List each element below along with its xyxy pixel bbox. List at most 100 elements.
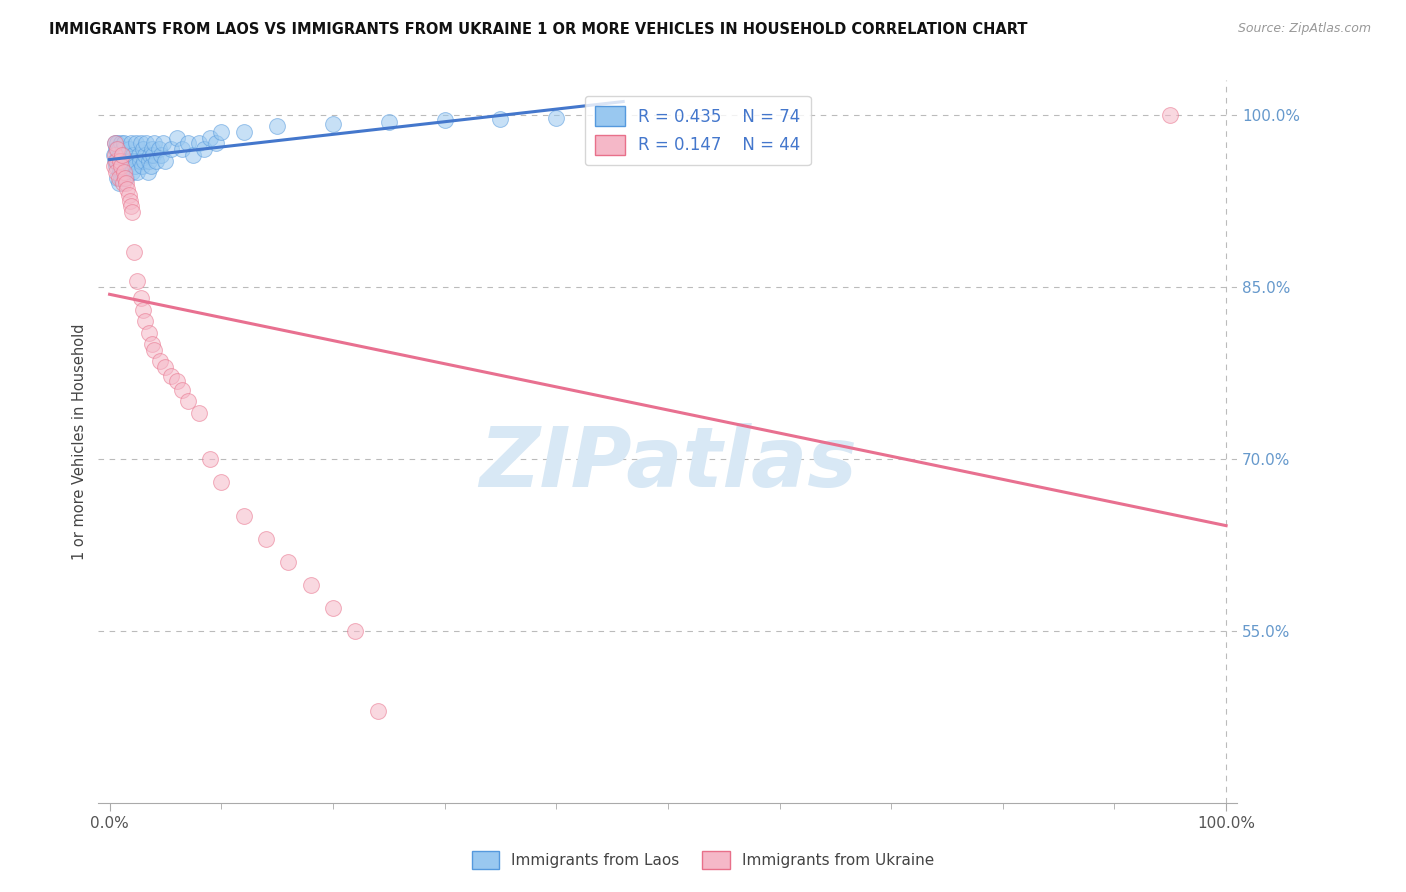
Point [104,136,127,151]
Point [134,148,156,162]
Point [187,136,209,151]
Point [322,600,344,615]
Point [114,148,136,162]
Point [166,374,188,388]
Point [141,142,163,156]
Point [107,177,129,191]
Point [111,148,134,162]
Point [115,153,138,168]
Point [105,142,128,156]
Point [112,165,135,179]
Point [127,165,149,179]
Point [120,136,142,151]
Point [115,170,138,185]
Point [546,111,568,125]
Text: IMMIGRANTS FROM LAOS VS IMMIGRANTS FROM UKRAINE 1 OR MORE VEHICLES IN HOUSEHOLD : IMMIGRANTS FROM LAOS VS IMMIGRANTS FROM … [49,22,1028,37]
Point [122,148,145,162]
Point [105,165,128,179]
Point [209,125,232,139]
Point [145,153,167,168]
Point [108,148,131,162]
Point [110,153,132,168]
Point [135,136,157,151]
Point [125,136,148,151]
Point [118,153,141,168]
Point [118,194,141,208]
Point [124,159,146,173]
Point [134,153,156,168]
Point [138,153,160,168]
Point [198,130,221,145]
Point [489,112,512,127]
Point [107,170,129,185]
Point [155,359,177,374]
Point [107,142,129,156]
Point [132,142,155,156]
Point [111,142,134,156]
Point [209,475,232,489]
Point [104,136,127,151]
Point [117,182,139,196]
Point [127,274,149,288]
Point [143,343,166,357]
Point [254,532,277,546]
Point [172,142,194,156]
Point [1159,108,1181,122]
Point [155,153,177,168]
Point [114,170,136,185]
Point [187,406,209,420]
Point [172,383,194,397]
Point [105,159,128,173]
Point [177,136,200,151]
Legend: Immigrants from Laos, Immigrants from Ukraine: Immigrants from Laos, Immigrants from Uk… [465,845,941,875]
Point [139,148,162,162]
Point [132,302,155,317]
Point [232,125,254,139]
Point [108,165,131,179]
Point [166,130,188,145]
Point [120,199,142,213]
Point [111,148,134,162]
Point [107,153,129,168]
Point [107,170,129,185]
Point [128,148,150,162]
Point [115,177,138,191]
Point [266,119,288,133]
Point [134,314,156,328]
Point [232,509,254,524]
Point [107,159,129,173]
Point [121,165,143,179]
Point [117,188,139,202]
Point [107,142,129,156]
Point [122,245,145,260]
Point [138,326,160,340]
Point [117,159,139,173]
Point [141,337,163,351]
Point [344,624,367,638]
Point [103,148,125,162]
Point [103,159,125,173]
Point [198,451,221,466]
Point [148,142,170,156]
Text: ZIPatlas: ZIPatlas [479,423,856,504]
Point [108,153,131,168]
Point [139,159,162,173]
Point [177,394,200,409]
Point [131,159,153,173]
Point [121,205,143,219]
Point [117,142,139,156]
Point [143,136,166,151]
Point [277,555,299,569]
Point [111,177,134,191]
Point [136,165,159,179]
Legend: R = 0.435    N = 74, R = 0.147    N = 44: R = 0.435 N = 74, R = 0.147 N = 44 [585,95,811,165]
Point [129,136,152,151]
Point [377,114,399,128]
Point [600,110,623,124]
Text: Source: ZipAtlas.com: Source: ZipAtlas.com [1237,22,1371,36]
Point [322,117,344,131]
Point [111,159,134,173]
Point [105,153,128,168]
Point [110,159,132,173]
Point [107,136,129,151]
